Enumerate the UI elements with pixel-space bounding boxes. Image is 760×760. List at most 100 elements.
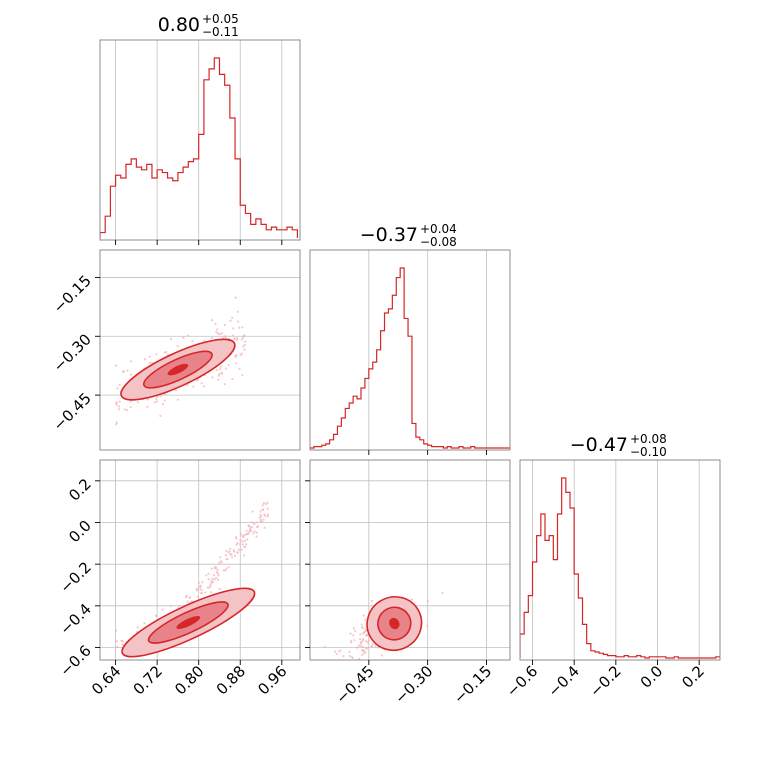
panel-frame	[309, 249, 511, 451]
panel-hist-2	[309, 249, 511, 455]
scatter-point	[247, 532, 250, 535]
scatter-point	[143, 622, 146, 625]
scatter-point	[266, 513, 270, 516]
scatter-point	[239, 532, 242, 535]
gridlines	[100, 460, 300, 660]
scatter-point	[178, 604, 181, 608]
scatter-point	[241, 540, 244, 543]
scatter-point	[359, 633, 362, 636]
scatter-point	[248, 530, 251, 533]
plot-area	[323, 591, 444, 666]
scatter-point	[364, 651, 367, 654]
scatter-point	[426, 624, 429, 628]
scatter-point	[200, 589, 203, 592]
scatter-point	[252, 532, 255, 535]
scatter-point	[117, 408, 121, 411]
histogram-step	[520, 477, 720, 659]
scatter-point	[243, 334, 246, 337]
scatter-point	[226, 557, 229, 561]
scatter-point	[236, 551, 239, 554]
scatter-point	[241, 374, 244, 377]
scatter-point	[235, 362, 238, 365]
scatter-point	[243, 554, 246, 557]
scatter-point	[380, 654, 383, 657]
scatter-point	[122, 370, 125, 373]
scatter-point	[361, 653, 364, 657]
scatter-point	[239, 353, 242, 356]
scatter-point	[143, 358, 146, 361]
scatter-point	[242, 345, 245, 348]
scatter-point	[118, 400, 121, 403]
scatter-point	[204, 591, 207, 594]
title-value: −0.37	[360, 224, 418, 246]
scatter-point	[236, 338, 239, 341]
scatter-point	[201, 580, 204, 584]
scatter-point	[243, 348, 246, 351]
scatter-point	[215, 369, 218, 372]
scatter-point	[259, 510, 262, 513]
scatter-point	[360, 626, 364, 629]
y-tick-label: 0.2	[65, 475, 95, 505]
scatter-point	[360, 644, 363, 647]
scatter-point	[239, 539, 242, 542]
scatter-point	[163, 399, 166, 402]
scatter-point	[262, 518, 265, 521]
title-value: 0.80	[158, 14, 200, 36]
x-tick-label: 0.88	[213, 662, 249, 698]
scatter-point	[217, 378, 220, 381]
scatter-point	[362, 631, 366, 634]
plot-area	[520, 477, 720, 659]
scatter-point	[224, 569, 227, 572]
scatter-point	[129, 400, 132, 403]
scatter-point	[210, 591, 213, 594]
scatter-point	[261, 508, 264, 511]
scatter-point	[215, 330, 218, 334]
scatter-point	[266, 501, 269, 504]
scatter-point	[120, 639, 123, 642]
scatter-point	[328, 664, 330, 666]
scatter-point	[229, 547, 232, 551]
scatter-point	[362, 638, 365, 641]
scatter-point	[195, 589, 199, 592]
scatter-point	[126, 369, 129, 372]
scatter-point	[213, 567, 217, 570]
histogram-step	[310, 267, 510, 449]
plot-area	[115, 296, 247, 426]
y-tick-label: −0.30	[50, 330, 95, 375]
scatter-point	[182, 336, 185, 339]
scatter-point	[174, 389, 177, 392]
title-minus: −0.11	[202, 25, 239, 39]
scatter-point	[150, 361, 153, 364]
scatter-point	[264, 514, 267, 517]
scatter-point	[362, 649, 366, 652]
scatter-point	[242, 535, 245, 539]
y-tick-label: −0.2	[56, 558, 94, 596]
scatter-point	[260, 520, 264, 523]
scatter-point	[205, 574, 208, 577]
scatter-point	[129, 360, 133, 363]
scatter-point	[256, 525, 260, 528]
scatter-point	[228, 550, 231, 553]
scatter-point	[159, 395, 162, 398]
scatter-point	[219, 365, 223, 368]
scatter-point	[260, 515, 263, 518]
scatter-point	[123, 408, 126, 411]
scatter-point	[225, 567, 228, 570]
scatter-point	[353, 629, 357, 633]
scatter-point	[348, 650, 351, 654]
scatter-point	[200, 382, 203, 385]
y-tick-label: −0.4	[56, 600, 94, 638]
scatter-point	[216, 568, 219, 571]
scatter-point	[186, 384, 189, 387]
scatter-point	[220, 372, 224, 375]
scatter-point	[197, 378, 200, 381]
scatter-point	[155, 353, 158, 356]
scatter-point	[353, 639, 356, 642]
scatter-point	[115, 364, 118, 367]
scatter-point	[365, 647, 368, 650]
panel-scatter-3-1: 0.64 0.72 0.80 0.88 0.96 −0.6 −0.4 −0.2 0.0 0.2	[56, 459, 301, 698]
scatter-point	[323, 645, 326, 649]
plot-area	[310, 267, 510, 449]
x-tick-label: 0.64	[88, 662, 124, 698]
